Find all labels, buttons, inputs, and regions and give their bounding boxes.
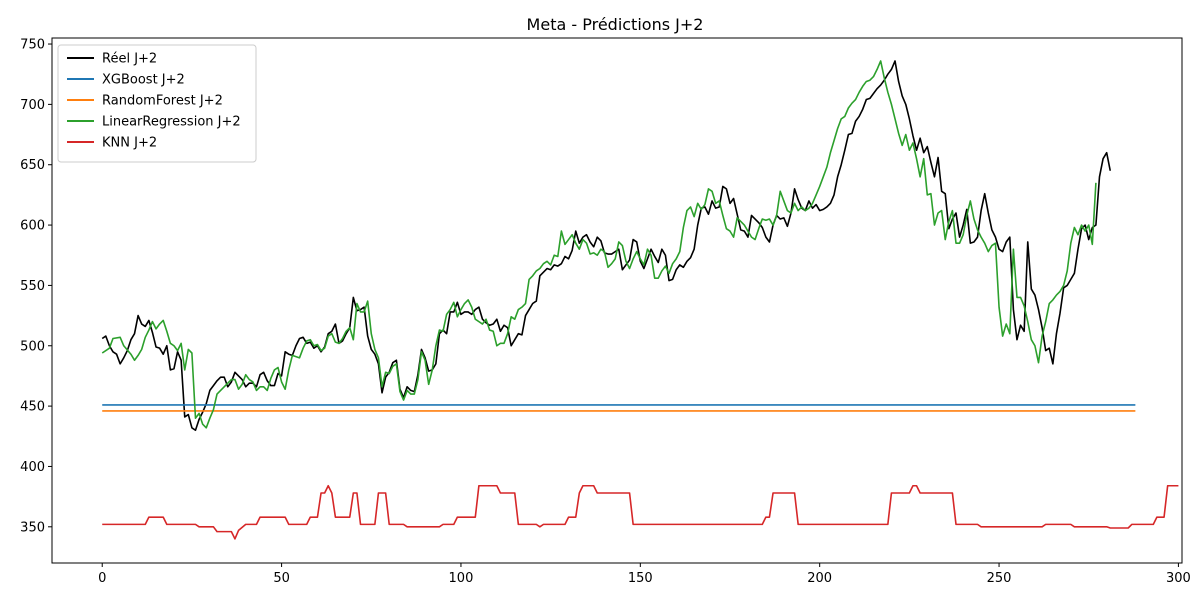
- x-tick-label: 300: [1166, 571, 1191, 586]
- legend-label: KNN J+2: [102, 136, 157, 151]
- chart-title: Meta - Prédictions J+2: [527, 15, 704, 34]
- x-axis: 0 50 100 150 200 250 300: [98, 563, 1191, 586]
- y-tick-label: 550: [20, 279, 45, 294]
- y-tick-label: 700: [20, 98, 45, 113]
- plot-area: 0 50 100 150 200 250 300 350 400 450 500 550 600 650…: [20, 37, 1191, 586]
- x-tick-label: 200: [807, 571, 832, 586]
- legend-label: LinearRegression J+2: [102, 115, 241, 130]
- plot-frame: [51, 37, 1183, 564]
- y-axis: 350 400 450 500 550 600 650 700 750: [20, 38, 52, 535]
- y-tick-label: 400: [20, 460, 45, 475]
- y-tick-label: 750: [20, 38, 45, 53]
- legend-box: [57, 44, 257, 163]
- series-line-3: [101, 60, 1097, 429]
- y-tick-label: 500: [20, 339, 45, 354]
- series-group: [101, 60, 1179, 540]
- x-tick-label: 50: [273, 571, 290, 586]
- y-tick-label: 600: [20, 219, 45, 234]
- x-tick-label: 100: [449, 571, 474, 586]
- y-tick-label: 650: [20, 158, 45, 173]
- x-tick-label: 250: [987, 571, 1012, 586]
- y-tick-label: 350: [20, 520, 45, 535]
- legend: Réel J+2 XGBoost J+2 RandomForest J+2 Linea…: [57, 44, 257, 163]
- legend-label: XGBoost J+2: [102, 73, 185, 88]
- y-tick-label: 450: [20, 400, 45, 415]
- series-line-0: [101, 60, 1112, 432]
- x-tick-label: 0: [98, 571, 106, 586]
- legend-label: RandomForest J+2: [102, 94, 223, 109]
- x-tick-label: 150: [628, 571, 653, 586]
- legend-label: Réel J+2: [102, 52, 157, 67]
- series-line-4: [102, 484, 1179, 540]
